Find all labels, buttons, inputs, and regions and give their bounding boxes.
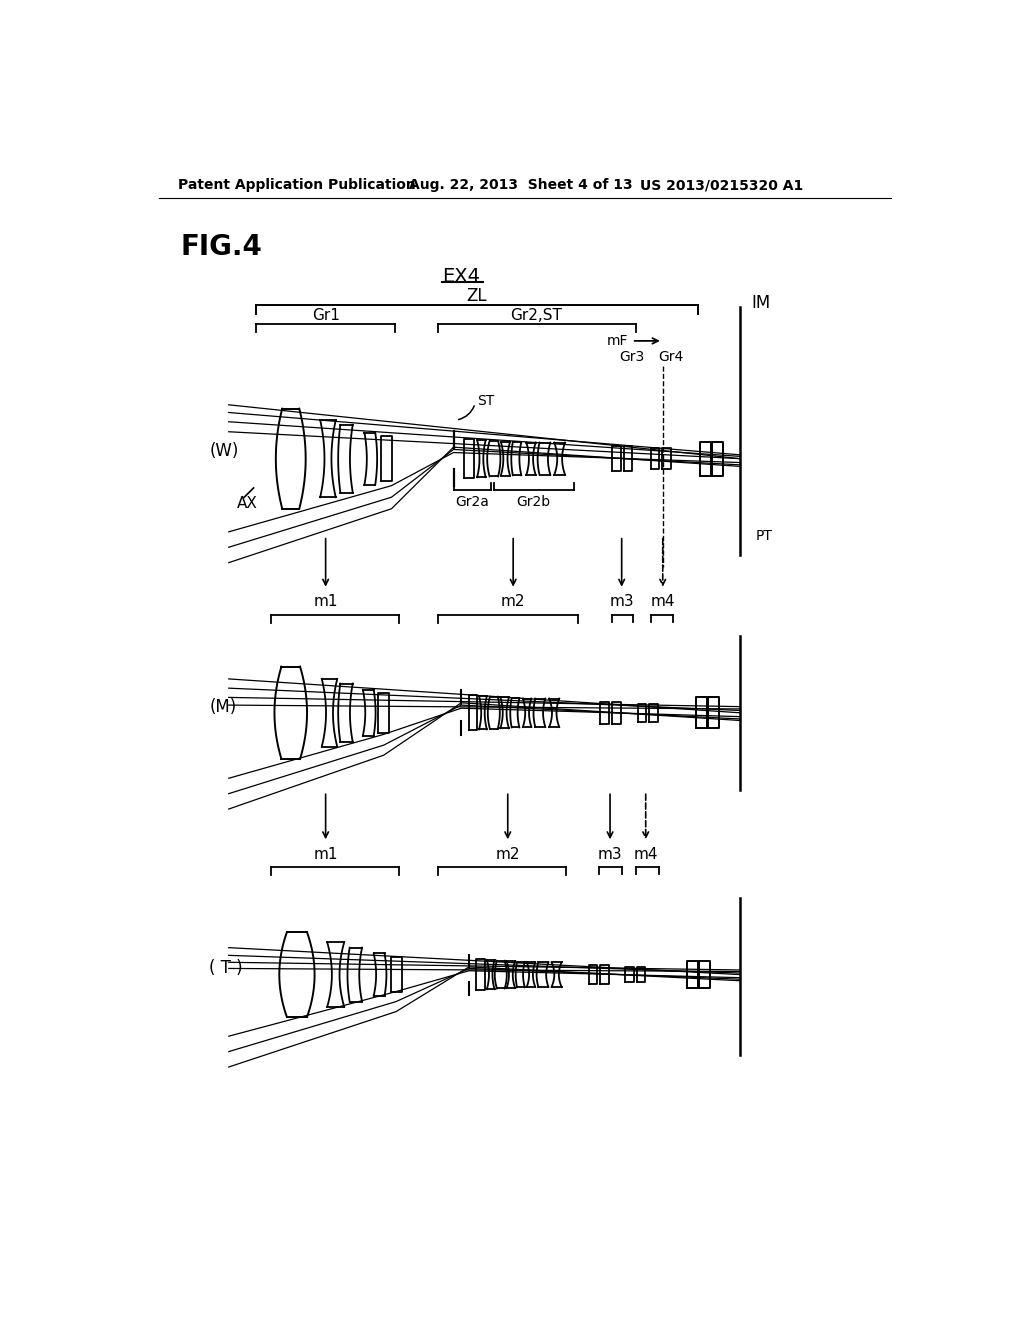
- Text: Gr3: Gr3: [620, 350, 644, 364]
- Text: m2: m2: [496, 847, 520, 862]
- Text: PT: PT: [756, 529, 773, 543]
- Text: m1: m1: [313, 594, 338, 610]
- Text: m4: m4: [650, 594, 675, 610]
- Text: Gr2a: Gr2a: [455, 495, 489, 508]
- Text: Gr2,ST: Gr2,ST: [511, 308, 562, 323]
- Text: FIG.4: FIG.4: [180, 232, 262, 261]
- Text: m4: m4: [634, 847, 658, 862]
- Text: m1: m1: [313, 847, 338, 862]
- Text: m3: m3: [598, 847, 623, 862]
- Text: mF: mF: [606, 334, 628, 348]
- Text: ( T ): ( T ): [209, 960, 243, 977]
- Text: EX4: EX4: [442, 267, 480, 285]
- Text: m2: m2: [501, 594, 525, 610]
- Text: ZL: ZL: [467, 288, 487, 305]
- Text: AX: AX: [237, 496, 257, 511]
- Text: Gr2b: Gr2b: [516, 495, 550, 508]
- Text: Patent Application Publication: Patent Application Publication: [178, 178, 416, 193]
- Text: (W): (W): [209, 442, 239, 459]
- Text: Aug. 22, 2013  Sheet 4 of 13: Aug. 22, 2013 Sheet 4 of 13: [409, 178, 632, 193]
- Text: (M): (M): [209, 698, 237, 715]
- Text: m3: m3: [609, 594, 634, 610]
- Text: IM: IM: [751, 294, 770, 312]
- Text: Gr1: Gr1: [311, 308, 340, 323]
- Text: ST: ST: [477, 393, 494, 408]
- Text: Gr4: Gr4: [657, 350, 683, 364]
- Text: US 2013/0215320 A1: US 2013/0215320 A1: [640, 178, 803, 193]
